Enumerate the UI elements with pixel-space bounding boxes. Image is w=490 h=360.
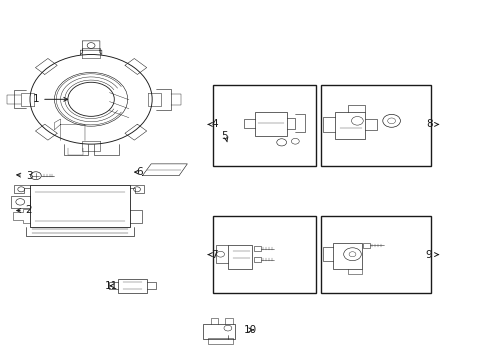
- Bar: [335, 112, 365, 139]
- Text: 6: 6: [135, 167, 143, 177]
- Bar: [321, 85, 431, 166]
- Text: 2: 2: [17, 206, 32, 216]
- Bar: [203, 324, 235, 339]
- Bar: [321, 216, 431, 293]
- Bar: [118, 279, 147, 293]
- Text: 3: 3: [17, 171, 32, 181]
- Text: 5: 5: [221, 131, 228, 141]
- Text: 7: 7: [208, 249, 218, 260]
- Bar: [254, 246, 261, 251]
- Bar: [30, 185, 130, 226]
- Text: 8: 8: [426, 120, 439, 129]
- Bar: [363, 243, 370, 248]
- Bar: [213, 216, 316, 293]
- Bar: [228, 245, 252, 269]
- Bar: [208, 338, 233, 343]
- Text: 9: 9: [426, 249, 439, 260]
- Text: 4: 4: [208, 120, 218, 129]
- Text: 11: 11: [105, 281, 118, 291]
- Text: 1: 1: [32, 94, 68, 104]
- Bar: [333, 243, 362, 269]
- Bar: [254, 257, 261, 262]
- Text: 10: 10: [244, 325, 257, 335]
- Bar: [255, 112, 287, 136]
- Bar: [213, 85, 316, 166]
